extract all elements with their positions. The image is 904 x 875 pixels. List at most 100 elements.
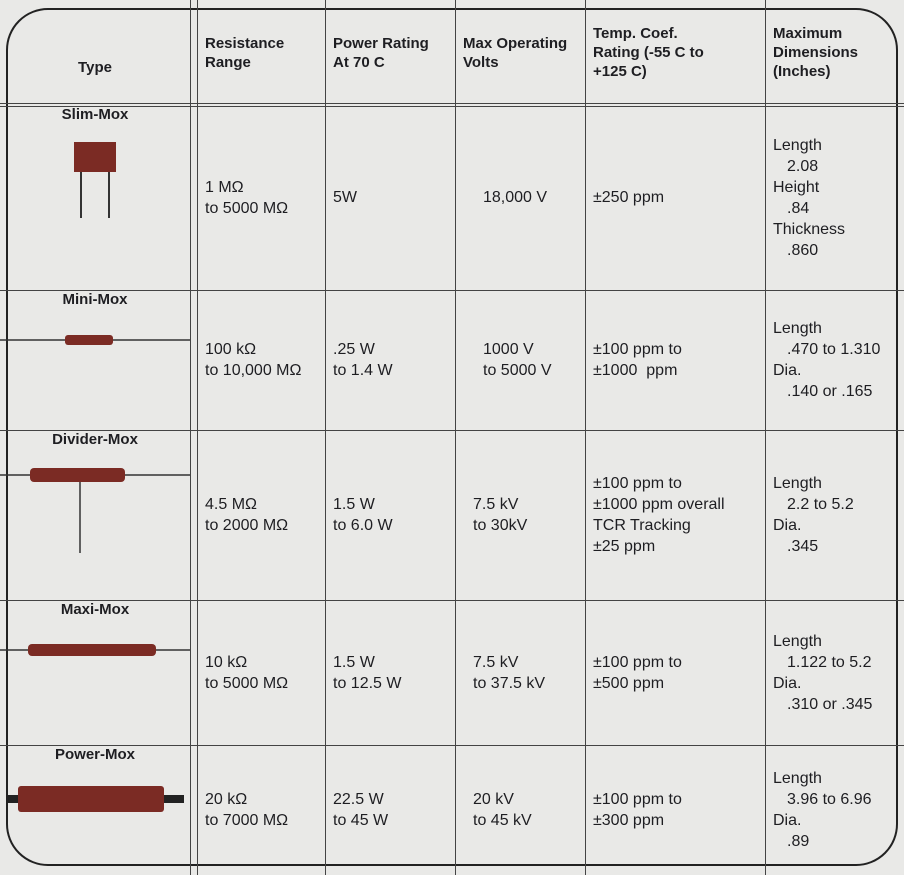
cell-text: Slim-Mox	[61, 106, 129, 123]
cell-text: +125 C)	[593, 63, 647, 80]
resistor-drawing	[0, 335, 190, 345]
cell-text: .25 W	[333, 341, 375, 358]
cell-text: to 12.5 W	[333, 674, 402, 692]
header-cell: Type	[0, 0, 190, 105]
row-rule	[0, 600, 904, 601]
column-rule	[197, 0, 198, 875]
resistance-cell: 100 kΩ to 10,000 MΩ	[197, 290, 325, 430]
cell-text: Power Rating	[333, 34, 429, 52]
cell-text: Dia.	[773, 812, 802, 829]
cell-text: (Inches)	[773, 63, 831, 80]
cell-text: .345	[787, 538, 819, 555]
cell-text: to 30kV	[473, 517, 528, 534]
type-cell: Maxi-Mox	[0, 600, 190, 745]
column-rule	[455, 0, 456, 875]
cell-text: ±25 ppm	[593, 538, 656, 555]
cell-text: ±100 ppm to	[593, 791, 682, 808]
power-cell: 1.5 W to 6.0 W	[325, 430, 455, 600]
cell-text: to 45 W	[333, 812, 389, 829]
cell-text: .860	[787, 241, 819, 259]
cell-text: At 70 C	[333, 53, 385, 71]
resistor-drawing	[0, 468, 190, 553]
cell-text: Length	[773, 632, 822, 650]
cell-text: Length	[773, 475, 822, 492]
cell-text: Maximum	[773, 25, 843, 42]
dimensions-cell: Length 3.96 to 6.96 Dia. .89	[765, 745, 904, 875]
dimensions-cell: Length 2.08 Height .84 Thickness .860	[765, 105, 904, 290]
table-frame	[6, 8, 898, 866]
cell-text: Thickness	[773, 220, 846, 238]
header-rule	[0, 106, 904, 107]
power-cell: 5W	[325, 105, 455, 290]
header-cell: Maximum Dimensions (Inches)	[765, 0, 904, 105]
cell-text: Height	[773, 178, 820, 196]
cell-text: Length	[773, 770, 822, 787]
resistor-drawing	[6, 786, 184, 812]
header-cell: Power Rating At 70 C	[325, 0, 455, 105]
type-cell: Power-Mox	[0, 745, 190, 875]
tcr-cell: ±100 ppm to ±1000 ppm	[585, 290, 765, 430]
cell-text: Dia.	[773, 362, 802, 379]
cell-text: to 10,000 MΩ	[205, 362, 302, 379]
cell-text: Resistance	[205, 34, 285, 52]
cell-text: 2.08	[787, 157, 819, 175]
resistance-cell: 10 kΩ to 5000 MΩ	[197, 600, 325, 745]
cell-text: Divider-Mox	[52, 431, 138, 448]
resistor-drawing	[0, 644, 190, 656]
dimensions-cell: Length 2.2 to 5.2 Dia. .345	[765, 430, 904, 600]
header-cell: Resistance Range	[197, 0, 325, 105]
cell-text: 5W	[333, 189, 357, 206]
cell-text: ±100 ppm to	[593, 475, 682, 492]
cell-text: 20 kV	[473, 791, 514, 808]
cell-text: 1.122 to 5.2	[787, 653, 872, 671]
header-cell: Temp. Coef. Rating (-55 C to +125 C)	[585, 0, 765, 105]
tcr-cell: ±250 ppm	[585, 105, 765, 290]
tcr-cell: ±100 ppm to ±500 ppm	[585, 600, 765, 745]
cell-text: 7.5 kV	[473, 496, 519, 513]
volts-cell: 20 kV to 45 kV	[455, 745, 585, 875]
row-rule	[0, 290, 904, 291]
cell-text: 10 kΩ	[205, 653, 248, 671]
cell-text: to 45 kV	[473, 812, 532, 829]
tcr-cell: ±100 ppm to ±300 ppm	[585, 745, 765, 875]
resistor-icon	[0, 619, 190, 670]
column-rule	[190, 0, 191, 875]
cell-text: Temp. Coef.	[593, 25, 678, 42]
cell-text: Power-Mox	[54, 746, 135, 763]
cell-text: Max Operating	[463, 34, 568, 52]
cell-text: ±1000 ppm	[593, 362, 678, 379]
cell-text: Maxi-Mox	[60, 601, 130, 618]
cell-text: 7.5 kV	[473, 653, 519, 671]
cell-text: 18,000 V	[483, 189, 548, 206]
cell-text: Length	[773, 136, 822, 154]
cell-text: 100 kΩ	[205, 341, 257, 358]
resistance-cell: 1 MΩ to 5000 MΩ	[197, 105, 325, 290]
cell-text: 1.5 W	[333, 653, 375, 671]
dimensions-cell: Length .470 to 1.310 Dia. .140 or .165	[765, 290, 904, 430]
cell-text: 3.96 to 6.96	[787, 791, 872, 808]
tcr-cell: ±100 ppm to ±1000 ppm overall TCR Tracking…	[585, 430, 765, 600]
cell-text: Rating (-55 C to	[593, 44, 704, 61]
header-cell: Max Operating Volts	[455, 0, 585, 105]
row-rule	[0, 745, 904, 746]
resistor-icon	[50, 124, 140, 225]
resistor-icon	[0, 309, 190, 360]
cell-text: TCR Tracking	[593, 517, 691, 534]
type-cell: Mini-Mox	[0, 290, 190, 430]
cell-text: 1.5 W	[333, 496, 375, 513]
cell-text: Length	[773, 320, 822, 337]
column-rule	[765, 0, 766, 875]
cell-text: Dimensions	[773, 44, 859, 61]
header-rule	[0, 103, 904, 104]
cell-text: to 2000 MΩ	[205, 517, 289, 534]
cell-text: ±1000 ppm overall	[593, 496, 725, 513]
power-cell: 1.5 W to 12.5 W	[325, 600, 455, 745]
resistor-icon	[0, 764, 190, 825]
cell-text: to 1.4 W	[333, 362, 393, 379]
cell-text: .140 or .165	[787, 383, 873, 400]
cell-text: to 6.0 W	[333, 517, 393, 534]
cell-text: to 5000 MΩ	[205, 674, 289, 692]
cell-text: 22.5 W	[333, 791, 384, 808]
cell-text: .470 to 1.310	[787, 341, 881, 358]
cell-text: .310 or .345	[787, 695, 873, 713]
